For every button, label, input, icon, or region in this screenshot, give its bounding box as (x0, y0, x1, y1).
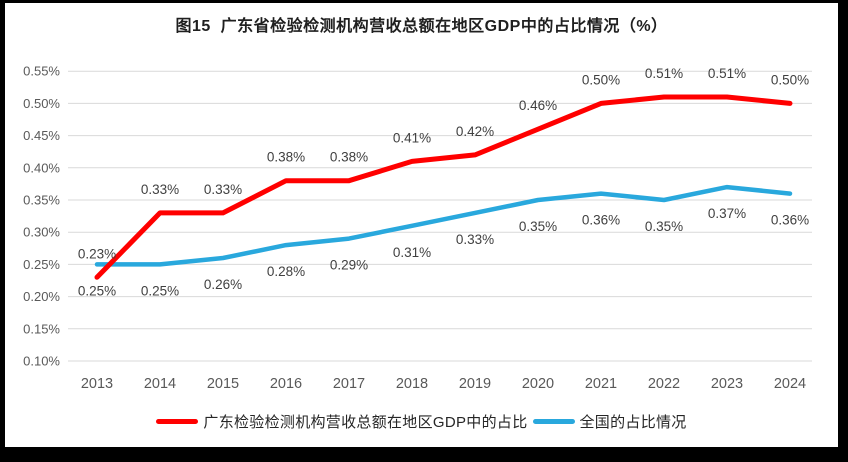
guangdong-data-label: 0.50% (582, 72, 620, 87)
x-axis-tick-label: 2019 (459, 376, 491, 392)
legend-swatch-guangdong-icon (156, 419, 199, 424)
y-axis-tick-label: 0.20% (23, 289, 60, 304)
national-data-label: 0.31% (393, 245, 431, 260)
national-data-label: 0.33% (456, 232, 494, 247)
guangdong-data-label: 0.50% (771, 72, 809, 87)
national-data-label: 0.37% (708, 206, 746, 221)
x-axis-tick-label: 2016 (270, 376, 302, 392)
x-axis-tick-label: 2021 (585, 376, 617, 392)
national-data-label: 0.25% (78, 283, 116, 298)
national-data-label: 0.26% (204, 277, 242, 292)
legend: 广东检验检测机构营收总额在地区GDP中的占比 全国的占比情况 (5, 411, 838, 432)
x-axis-tick-label: 2014 (144, 376, 176, 392)
national-series-line (94, 184, 793, 267)
guangdong-data-label: 0.41% (393, 130, 431, 145)
national-data-label: 0.36% (771, 213, 809, 228)
guangdong-data-label: 0.51% (645, 66, 683, 81)
guangdong-data-label: 0.38% (330, 150, 368, 165)
legend-label-guangdong: 广东检验检测机构营收总额在地区GDP中的占比 (203, 414, 528, 431)
national-data-label: 0.29% (330, 258, 368, 273)
national-data-label: 0.28% (267, 264, 305, 279)
line-chart-plot: 0.55% 0.50% 0.45% 0.40% 0.35% 0.30% 0.25% 0.20%… (23, 64, 812, 392)
national-data-label: 0.25% (141, 283, 179, 298)
x-axis-tick-label: 2018 (396, 376, 428, 392)
y-axis-tick-label: 0.45% (23, 128, 60, 143)
chart-title: 图15 广东省检验检测机构营收总额在地区GDP中的占比情况（%） (175, 18, 668, 35)
x-axis-tick-label: 2015 (207, 376, 239, 392)
y-axis-tick-label: 0.30% (23, 225, 60, 240)
guangdong-data-label: 0.33% (204, 182, 242, 197)
y-axis-tick-label: 0.55% (23, 64, 60, 79)
x-axis-tick-label: 2024 (774, 376, 806, 392)
guangdong-data-label: 0.51% (708, 66, 746, 81)
x-axis-tick-label: 2013 (81, 376, 113, 392)
chart-canvas: 图15 广东省检验检测机构营收总额在地区GDP中的占比情况（%） 0.55% 0.… (5, 3, 838, 447)
national-data-label: 0.36% (582, 213, 620, 228)
legend-swatch-national-icon (532, 419, 575, 424)
y-axis-tick-label: 0.15% (23, 321, 60, 336)
y-axis-tick-label: 0.10% (23, 354, 60, 369)
y-axis-tick-label: 0.25% (23, 257, 60, 272)
x-axis-tick-label: 2017 (333, 376, 365, 392)
guangdong-data-label: 0.42% (456, 124, 494, 139)
guangdong-data-label: 0.23% (78, 246, 116, 261)
y-axis-tick-label: 0.50% (23, 96, 60, 111)
y-axis-tick-label: 0.40% (23, 160, 60, 175)
x-axis-tick-label: 2020 (522, 376, 554, 392)
y-axis-tick-label: 0.35% (23, 193, 60, 208)
national-data-label: 0.35% (645, 219, 683, 234)
legend-label-national: 全国的占比情况 (579, 414, 687, 431)
guangdong-data-label: 0.46% (519, 98, 557, 113)
x-axis-tick-label: 2023 (711, 376, 743, 392)
guangdong-series-line (94, 94, 793, 280)
national-data-label: 0.35% (519, 219, 557, 234)
guangdong-data-label: 0.38% (267, 150, 305, 165)
x-axis-tick-label: 2022 (648, 376, 680, 392)
guangdong-data-label: 0.33% (141, 182, 179, 197)
